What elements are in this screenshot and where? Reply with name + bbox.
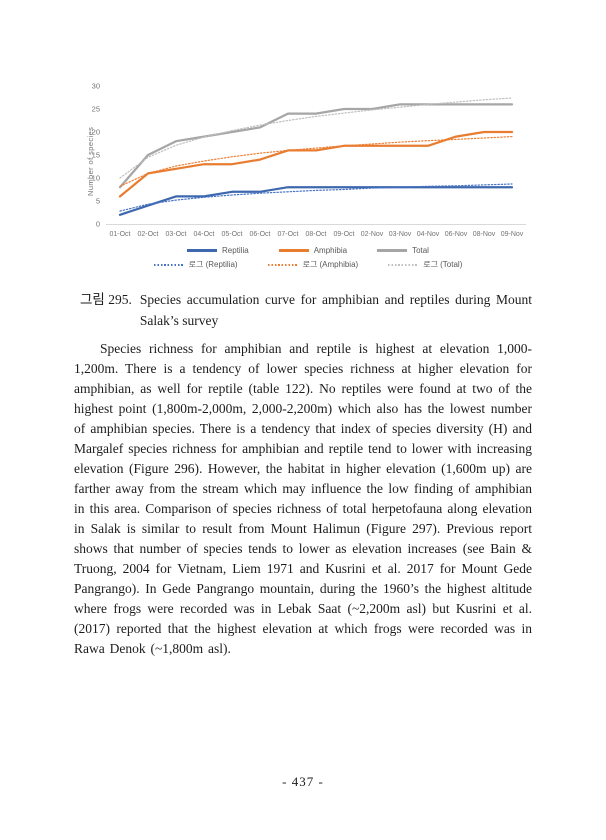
series-line-log-amphibia [119,135,513,187]
legend-swatch-amphibia [278,249,309,252]
species-accumulation-chart: Number of species 0 5 10 15 20 25 30 01-Oct 02-O… [84,78,532,270]
legend-label-reptilia: Reptilia [222,246,249,255]
x-tick-label: 09-Oct [333,231,354,238]
legend-swatch-total [377,249,408,252]
x-tick-label: 04-Nov [417,231,440,238]
legend-item-log-reptilia: 로그 (Reptilia) [153,259,238,270]
legend-item-log-total: 로그 (Total) [388,259,462,270]
y-tick-label: 20 [92,128,100,137]
series-line-log-total [119,97,513,179]
chart-legend-row-solid: Reptilia Amphibia Total [84,246,532,255]
body-paragraph: Species richness for amphibian and repti… [74,341,532,656]
x-tick-label: 02-Nov [361,231,384,238]
x-tick-label: 08-Nov [473,231,496,238]
series-line-total [118,103,514,189]
legend-label-log-reptilia: 로그 (Reptilia) [188,260,238,269]
figure-caption-number: 그림 295. [80,292,132,307]
y-axis-title: Number of species [86,127,95,196]
chart-legend-row-trend: 로그 (Reptilia) 로그 (Amphibia) 로그 (Total) [84,259,532,270]
x-tick-label: 06-Nov [445,231,468,238]
x-tick-label: 07-Oct [277,231,298,238]
legend-swatch-log-total [388,263,419,266]
x-tick-label: 08-Oct [305,231,326,238]
y-tick-label: 5 [96,197,100,206]
legend-swatch-log-reptilia [153,263,184,266]
x-tick-label: 03-Oct [165,231,186,238]
legend-item-total: Total [377,246,429,255]
legend-item-log-amphibia: 로그 (Amphibia) [267,259,359,270]
legend-label-total: Total [412,246,429,255]
y-tick-label: 25 [92,105,100,114]
legend-swatch-reptilia [187,249,218,252]
x-tick-label: 04-Oct [193,231,214,238]
legend-label-log-total: 로그 (Total) [423,260,463,269]
page-number: - 437 - [282,774,324,789]
chart-plot: Number of species 0 5 10 15 20 25 30 01-Oct 02-O… [86,82,526,238]
legend-label-amphibia: Amphibia [313,246,348,255]
y-tick-label: 10 [92,174,100,183]
y-tick-label: 30 [92,82,100,91]
x-tick-label: 01-Oct [109,231,130,238]
series-line-reptilia [118,186,514,216]
figure-caption: 그림 295. Species accumulation curve for a… [80,289,532,331]
x-tick-label: 06-Oct [249,231,270,238]
legend-item-reptilia: Reptilia [187,246,249,255]
x-tick-label: 02-Oct [137,231,158,238]
legend-item-amphibia: Amphibia [278,246,348,255]
y-tick-label: 15 [92,151,100,160]
legend-swatch-log-amphibia [267,263,298,266]
legend-label-log-amphibia: 로그 (Amphibia) [302,260,359,269]
x-tick-label: 03-Nov [389,231,412,238]
figure-caption-text: Species accumulation curve for amphibian… [139,292,532,328]
x-tick-label: 09-Nov [501,231,524,238]
x-tick-label: 05-Oct [221,231,242,238]
y-tick-label: 0 [96,220,100,229]
series-line-log-reptilia [119,183,513,212]
